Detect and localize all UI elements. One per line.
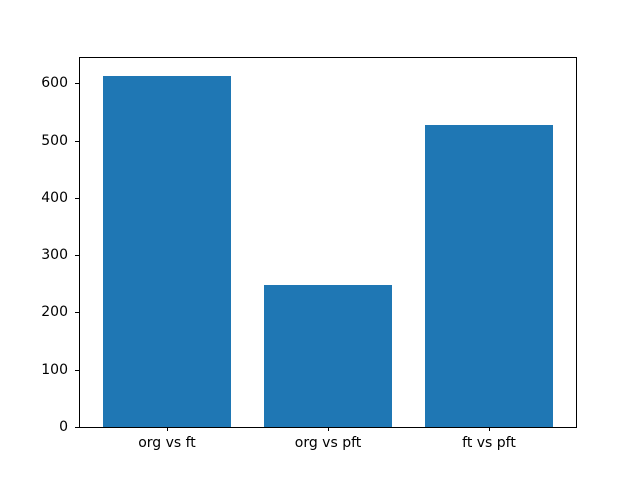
y-tick-label: 0 xyxy=(59,419,68,435)
y-tick-label: 300 xyxy=(41,247,68,264)
plot-area: org vs ft org vs pft ft vs pft 0 100 200 300 40… xyxy=(41,57,577,451)
y-tick-mark xyxy=(75,255,79,257)
y-tick-label: 200 xyxy=(41,304,68,321)
y-tick-mark xyxy=(75,140,79,142)
y-tick-mark xyxy=(75,83,79,85)
y-tick-mark xyxy=(75,427,79,428)
bar-org-vs-ft xyxy=(102,75,232,427)
bar-ft-vs-pft xyxy=(424,124,554,427)
y-tick-mark xyxy=(75,312,79,314)
y-tick-mark xyxy=(75,197,79,199)
y-tick-label: 100 xyxy=(41,361,68,378)
bar-org-vs-pft xyxy=(263,284,393,427)
y-tick-label: 400 xyxy=(41,189,68,206)
x-tick-label: org vs ft xyxy=(138,435,196,451)
x-tick-label: org vs pft xyxy=(294,435,362,451)
y-tick-label: 500 xyxy=(41,132,68,149)
y-tick-mark xyxy=(75,369,79,371)
y-tick-label: 600 xyxy=(41,75,68,92)
x-tick-mark xyxy=(328,427,329,431)
x-tick-mark xyxy=(489,427,490,431)
x-tick-mark xyxy=(167,427,168,431)
x-tick-label: ft vs pft xyxy=(462,435,516,451)
